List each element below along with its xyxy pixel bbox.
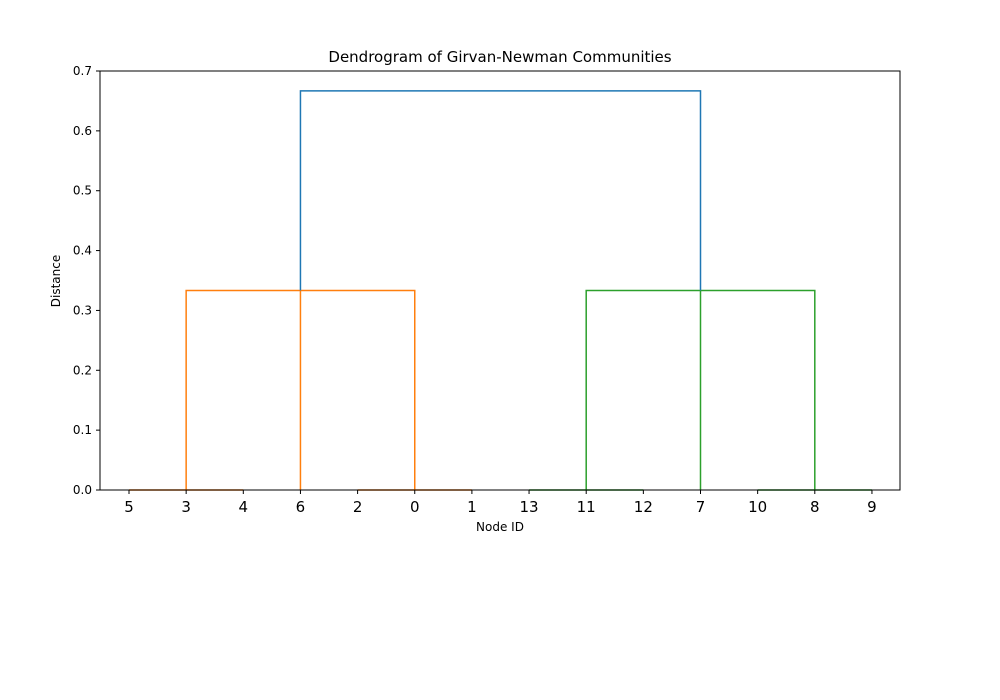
chart-title: Dendrogram of Girvan-Newman Communities bbox=[328, 48, 671, 66]
leaf-label: 2 bbox=[353, 498, 363, 516]
y-axis-label: Distance bbox=[49, 255, 63, 307]
y-tick-label: 0.2 bbox=[73, 363, 92, 377]
leaf-label: 5 bbox=[124, 498, 134, 516]
dendrogram-links bbox=[129, 90, 872, 491]
y-tick-label: 0.1 bbox=[73, 423, 92, 437]
x-axis: 5 3 4 6 2 0 1 13 11 12 7 10 8 9 bbox=[124, 490, 877, 516]
leaf-label: 9 bbox=[867, 498, 877, 516]
y-tick-label: 0.6 bbox=[73, 124, 92, 138]
leaf-label: 4 bbox=[239, 498, 249, 516]
leaf-label: 12 bbox=[634, 498, 653, 516]
dendrogram-link bbox=[299, 90, 702, 291]
x-axis-label: Node ID bbox=[476, 520, 524, 534]
leaf-label: 0 bbox=[410, 498, 420, 516]
y-tick-label: 0.3 bbox=[73, 303, 92, 317]
y-tick-label: 0.5 bbox=[73, 184, 92, 198]
leaf-label: 7 bbox=[696, 498, 706, 516]
leaf-label: 11 bbox=[577, 498, 596, 516]
leaf-label: 13 bbox=[520, 498, 539, 516]
leaf-label: 6 bbox=[296, 498, 306, 516]
leaf-label: 1 bbox=[467, 498, 477, 516]
plot-frame bbox=[99, 70, 901, 491]
leaf-label: 10 bbox=[748, 498, 767, 516]
leaf-label: 3 bbox=[181, 498, 191, 516]
y-tick-label: 0.0 bbox=[73, 483, 92, 497]
y-tick-label: 0.7 bbox=[73, 64, 92, 78]
leaf-label: 8 bbox=[810, 498, 820, 516]
y-axis: 0.0 0.1 0.2 0.3 0.4 0.5 0.6 0.7 bbox=[73, 64, 100, 497]
y-tick-label: 0.4 bbox=[73, 244, 92, 258]
